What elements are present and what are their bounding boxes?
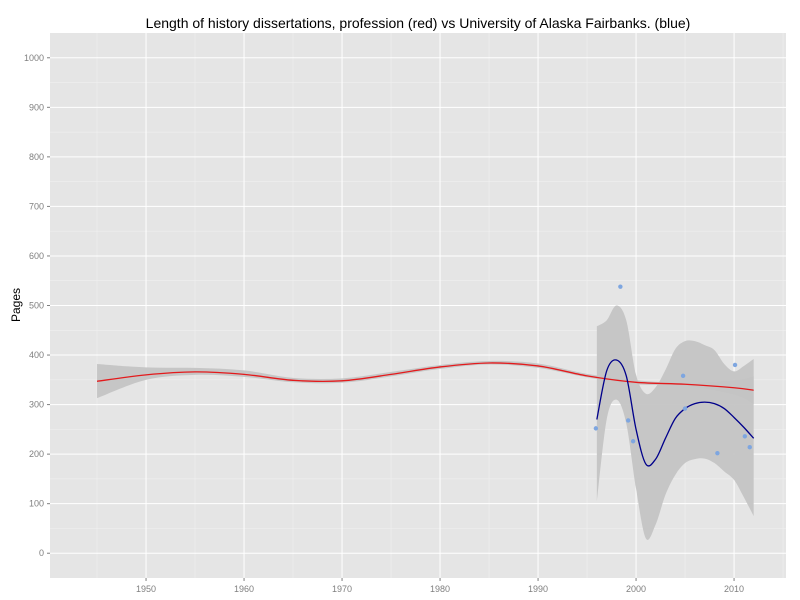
x-tick-label: 1990 [528,584,548,594]
y-tick-label: 900 [29,102,44,112]
y-tick-label: 300 [29,400,44,410]
y-tick-label: 800 [29,152,44,162]
x-tick-label: 2000 [626,584,646,594]
y-tick-label: 0 [39,548,44,558]
y-tick-label: 600 [29,251,44,261]
x-tick-label: 2010 [724,584,744,594]
x-tick-label: 1970 [332,584,352,594]
data-point [715,450,720,456]
data-point [630,439,636,444]
data-point [682,406,688,411]
y-axis-label: Pages [9,288,23,322]
y-tick-label: 100 [29,499,44,509]
y-tick-label: 500 [29,301,44,311]
data-points [593,284,752,456]
data-point [732,362,738,368]
x-tick-label: 1960 [234,584,254,594]
data-point [618,284,623,289]
data-point [593,426,599,431]
data-point [742,434,748,439]
data-point [680,373,686,379]
chart-title: Length of history dissertations, profess… [146,15,691,31]
smooth-lines [96,359,755,467]
series-line-1 [596,359,755,467]
confidence-band-1 [596,305,754,540]
y-tick-label: 700 [29,201,44,211]
x-axis-ticks: 1950 1960 1970 1980 1990 2000 2010 [136,578,744,594]
y-tick-label: 1000 [24,53,44,63]
data-point [626,418,631,423]
y-tick-label: 400 [29,350,44,360]
y-tick-label: 200 [29,449,44,459]
y-axis-ticks: 0 100 200 300 400 500 600 700 800 900 1000 [24,53,50,558]
x-tick-label: 1950 [136,584,156,594]
major-gridlines [50,33,786,578]
x-tick-label: 1980 [430,584,450,594]
data-point [747,445,752,450]
series-line-0 [96,362,754,391]
